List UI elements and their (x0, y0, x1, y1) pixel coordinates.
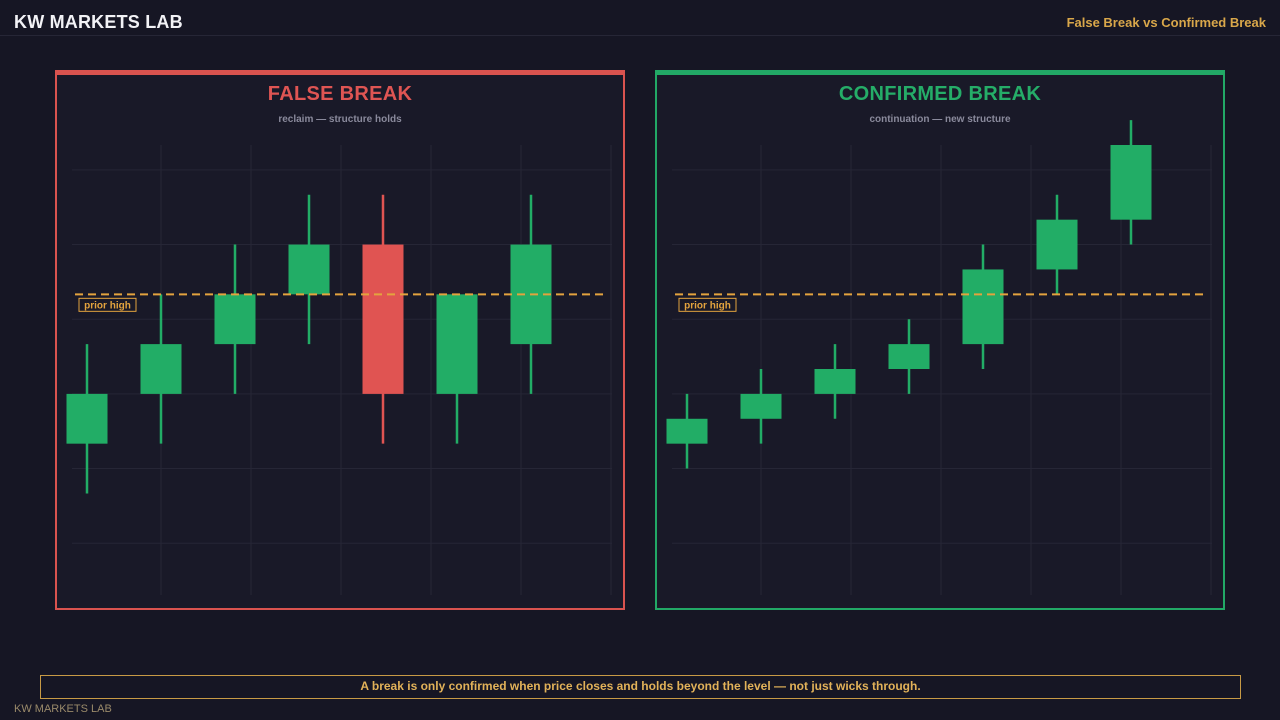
prior-high-label: prior high (78, 297, 137, 312)
candle (66, 344, 108, 494)
prior-high-label-box (678, 297, 737, 312)
footer-brand: KW MARKETS LAB (14, 703, 112, 715)
candle-body (740, 393, 782, 419)
confirmed-break-subtitle: continuation — new structure (869, 114, 1011, 125)
candle-body (66, 393, 108, 444)
confirmed-break-title: CONFIRMED BREAK (838, 83, 1042, 105)
candle (1110, 120, 1152, 245)
candle-body (214, 294, 256, 345)
candle-body (436, 294, 478, 394)
candle (214, 244, 256, 394)
confirmed-break-chart: prior high (666, 120, 1212, 595)
false-break-title: FALSE BREAK (267, 83, 413, 105)
candle-body (962, 269, 1004, 345)
prior-high-label: prior high (678, 297, 737, 312)
brand-title: KW MARKETS LAB (14, 12, 183, 32)
false-break-subtitle: reclaim — structure holds (278, 114, 402, 125)
false-break-chart: prior high (66, 145, 612, 595)
candle (288, 194, 330, 345)
candle (740, 369, 782, 444)
candle (362, 194, 404, 444)
candle (888, 319, 930, 394)
candle (436, 294, 478, 444)
candle (666, 393, 708, 469)
prior-high-label-box (78, 297, 137, 312)
candle (1036, 194, 1078, 295)
candle-body (1110, 145, 1152, 220)
prior-high-label-text: prior high (684, 300, 731, 311)
candle-body (814, 369, 856, 394)
candle-body (362, 244, 404, 394)
candle-body (288, 244, 330, 295)
candle-body (140, 344, 182, 394)
app-header: KW MARKETS LAB False Break vs Confirmed … (0, 0, 1280, 36)
candle (962, 244, 1004, 369)
candle-body (888, 344, 930, 369)
footer-note: A break is only confirmed when price clo… (40, 675, 1241, 699)
candle-body (666, 418, 708, 444)
candle (814, 344, 856, 419)
page-title: False Break vs Confirmed Break (1066, 15, 1266, 30)
candle-body (1036, 219, 1078, 270)
candle (140, 294, 182, 444)
false-break-panel: FALSE BREAK reclaim — structure holds pr… (55, 70, 625, 610)
prior-high-label-text: prior high (84, 300, 131, 311)
confirmed-break-panel: CONFIRMED BREAK continuation — new struc… (655, 70, 1225, 610)
